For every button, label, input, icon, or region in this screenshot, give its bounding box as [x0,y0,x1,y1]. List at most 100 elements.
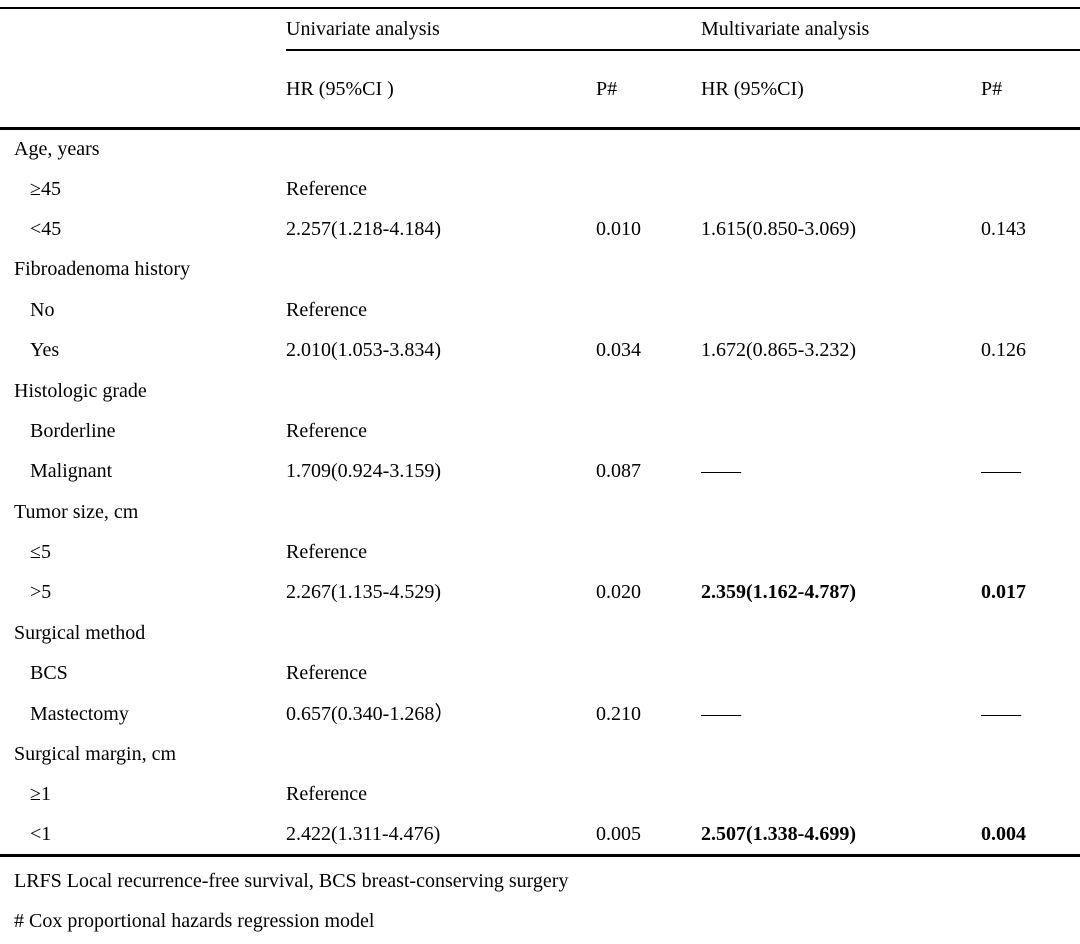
univariate-hr-cell: 2.267(1.135-4.529) [286,581,441,604]
univariate-hr-cell: 2.010(1.053-3.834) [286,339,441,362]
univariate-hr-cell [286,492,596,532]
multivariate-hr-cell: —— [701,460,741,483]
multivariate-p-cell [981,532,1080,572]
variable-label-cell: Tumor size, cm [14,500,139,523]
multivariate-p-column-header: P# [981,50,1080,130]
univariate-p-cell: 0.087 [596,460,641,483]
univariate-p-cell [596,249,701,289]
variable-label-cell: BCS [30,662,68,685]
multivariate-hr-cell [701,411,981,451]
multivariate-p-cell [981,370,1080,410]
multivariate-hr-cell [701,774,981,814]
univariate-hr-cell [286,249,596,289]
table-row-level: >5 2.267(1.135-4.529) 0.020 2.359(1.162-4.7… [0,572,1080,612]
univariate-hr-cell: 2.257(1.218-4.184) [286,217,441,240]
univariate-p-cell [596,411,701,451]
multivariate-hr-cell: 2.507(1.338-4.699) [701,814,981,857]
multivariate-hr-cell: 1.672(0.865-3.232) [701,339,856,362]
variable-label-cell: Mastectomy [30,702,129,725]
univariate-hr-cell [286,370,596,410]
univariate-hr-cell: Reference [286,541,368,564]
univariate-hr-cell: Reference [286,177,368,200]
table-header: Univariate analysis Multivariate analysi… [0,8,1080,130]
variable-label-cell: Surgical margin, cm [14,743,177,766]
variable-label-cell: ≥45 [30,177,61,200]
multivariate-hr-cell [701,290,981,330]
univariate-p-cell [596,653,701,693]
spanner-row: Univariate analysis Multivariate analysi… [0,8,1080,51]
table-row-level: Mastectomy 0.657(0.340-1.268） 0.210 —— —— [0,693,1080,733]
univariate-p-cell: 0.034 [596,339,641,362]
variable-label-cell: Histologic grade [14,379,147,402]
multivariate-hr-cell: —— [701,702,741,725]
univariate-p-cell [596,532,701,572]
variable-column-header [0,50,286,130]
univariate-hr-cell [286,734,596,774]
multivariate-analysis-spanner: Multivariate analysis [701,8,1080,51]
table-row-level: Yes 2.010(1.053-3.834) 0.034 1.672(0.865-3.… [0,330,1080,370]
table-row-level: ≥45 Reference [0,168,1080,208]
table-row-level: ≤5 Reference [0,532,1080,572]
variable-label-cell: No [30,298,55,321]
variable-label-cell: Borderline [30,419,116,442]
univariate-analysis-spanner: Univariate analysis [286,8,701,51]
univariate-p-cell: 0.210 [596,702,641,725]
univariate-p-cell [596,613,701,653]
corner-blank-cell [0,8,286,50]
variable-label-cell: Yes [30,339,60,362]
univariate-hr-cell: 1.709(0.924-3.159) [286,460,441,483]
univariate-p-column-header: P# [596,50,701,130]
multivariate-hr-cell [701,128,981,168]
univariate-hr-cell: Reference [286,419,368,442]
multivariate-hr-cell [701,492,981,532]
variable-label-cell: Surgical method [14,621,146,644]
multivariate-hr-cell [701,370,981,410]
multivariate-hr-cell [701,532,981,572]
univariate-hr-cell [286,613,596,653]
multivariate-p-cell: —— [981,460,1021,483]
table-row-level: ≥1 Reference [0,774,1080,814]
univariate-p-cell [596,734,701,774]
univariate-hr-cell: 2.422(1.311-4.476) [286,814,596,857]
multivariate-p-cell: 0.143 [981,217,1026,240]
footnote-cox-model: # Cox proportional hazards regression mo… [14,909,375,932]
footnote-abbreviations: LRFS Local recurrence-free survival, BCS… [14,869,569,892]
multivariate-hr-cell [701,168,981,208]
multivariate-hr-cell [701,249,981,289]
univariate-p-cell [596,370,701,410]
multivariate-hr-cell: 2.359(1.162-4.787) [701,581,856,604]
variable-label-cell: Fibroadenoma history [14,258,191,281]
table-row-group: Surgical method [0,613,1080,653]
univariate-hr-cell: Reference [286,662,368,685]
multivariate-hr-cell [701,613,981,653]
multivariate-p-cell [981,492,1080,532]
univariate-p-cell [596,492,701,532]
cox-regression-table: Univariate analysis Multivariate analysi… [0,7,1080,857]
univariate-p-cell: 0.010 [596,217,641,240]
univariate-p-cell [596,290,701,330]
multivariate-p-cell [981,128,1080,168]
variable-label-cell: <45 [30,217,62,240]
multivariate-p-cell [981,613,1080,653]
table-row-level: <1 2.422(1.311-4.476) 0.005 2.507(1.338-4.6… [0,814,1080,857]
multivariate-hr-cell [701,653,981,693]
variable-label-cell: <1 [0,814,286,857]
table-row-group: Age, years [0,128,1080,168]
univariate-p-cell [596,128,701,168]
multivariate-p-cell [981,653,1080,693]
column-header-row: HR (95%CI ) P# HR (95%CI) P# [0,50,1080,130]
multivariate-p-cell [981,168,1080,208]
univariate-hr-column-header: HR (95%CI ) [286,50,596,130]
multivariate-hr-cell: 1.615(0.850-3.069) [701,217,856,240]
variable-label-cell: Malignant [30,460,113,483]
univariate-hr-cell: Reference [286,298,368,321]
table-body: Age, years ≥45 Reference <45 2.257(1.218-4.1… [0,128,1080,857]
variable-label-cell: ≥1 [30,783,51,806]
table-row-level: No Reference [0,290,1080,330]
univariate-hr-cell [286,128,596,168]
table-row-group: Surgical margin, cm [0,734,1080,774]
variable-label-cell: ≤5 [30,541,51,564]
table-row-level: BCS Reference [0,653,1080,693]
univariate-p-cell [596,168,701,208]
